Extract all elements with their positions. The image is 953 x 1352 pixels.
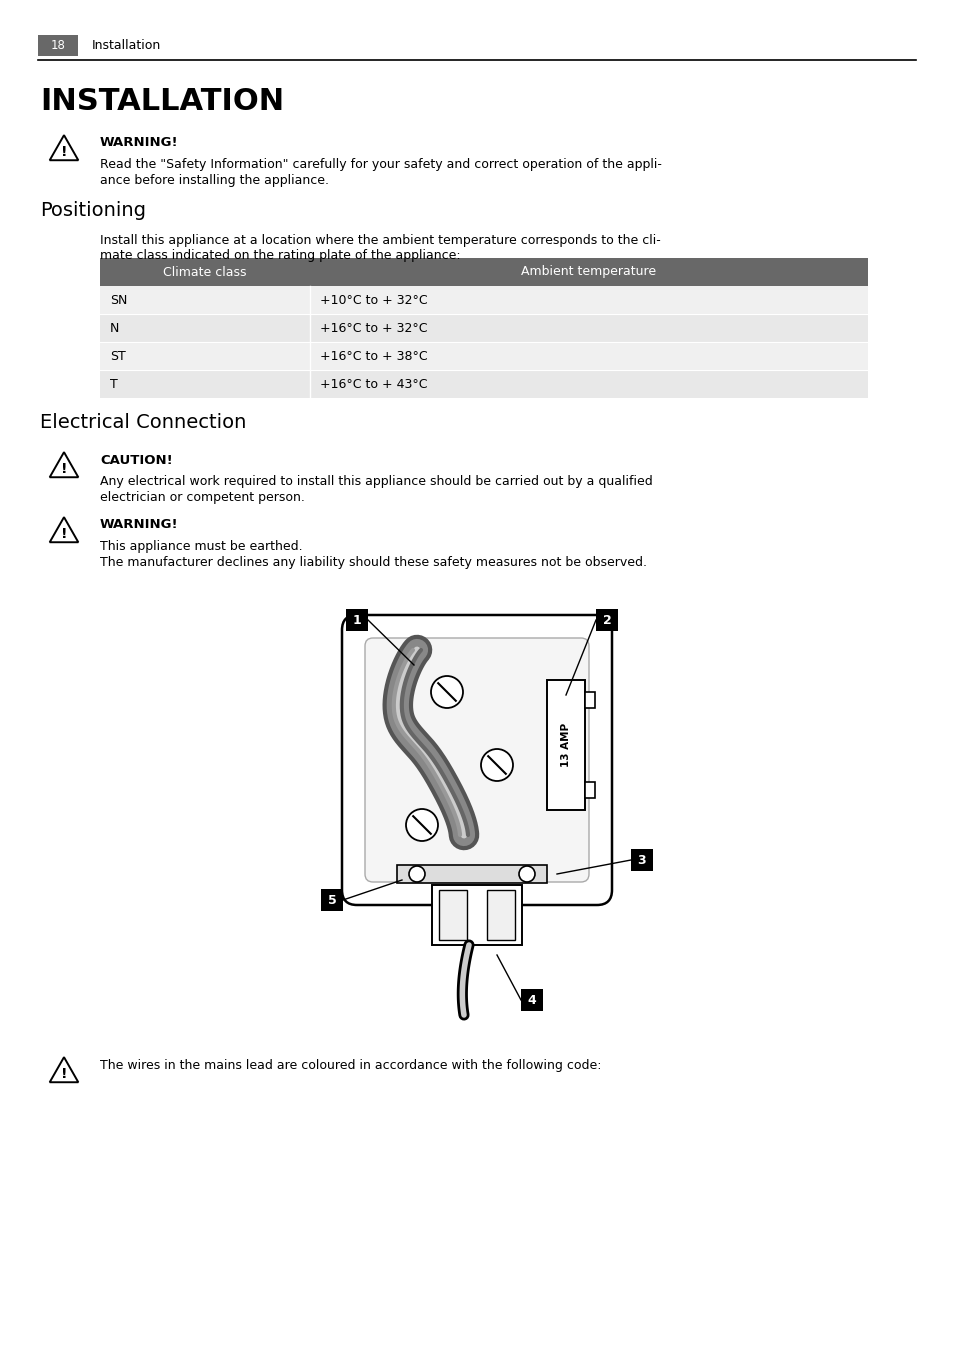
- Text: Ambient temperature: Ambient temperature: [521, 265, 656, 279]
- Text: Electrical Connection: Electrical Connection: [40, 414, 246, 433]
- FancyBboxPatch shape: [546, 680, 584, 810]
- FancyBboxPatch shape: [630, 849, 652, 871]
- Circle shape: [406, 808, 437, 841]
- Circle shape: [480, 749, 513, 781]
- Text: N: N: [110, 322, 119, 334]
- Text: +16°C to + 32°C: +16°C to + 32°C: [319, 322, 427, 334]
- FancyBboxPatch shape: [520, 990, 542, 1011]
- Text: !: !: [61, 145, 67, 160]
- FancyBboxPatch shape: [100, 342, 310, 370]
- FancyBboxPatch shape: [310, 370, 867, 397]
- Text: !: !: [61, 1067, 67, 1082]
- Text: Any electrical work required to install this appliance should be carried out by : Any electrical work required to install …: [100, 475, 652, 488]
- FancyBboxPatch shape: [100, 287, 310, 314]
- Text: !: !: [61, 462, 67, 476]
- Text: mate class indicated on the rating plate of the appliance:: mate class indicated on the rating plate…: [100, 249, 460, 262]
- FancyBboxPatch shape: [486, 890, 515, 940]
- Text: 2: 2: [602, 614, 611, 626]
- Text: 3: 3: [637, 853, 645, 867]
- Text: +16°C to + 38°C: +16°C to + 38°C: [319, 350, 427, 362]
- Text: Install this appliance at a location where the ambient temperature corresponds t: Install this appliance at a location whe…: [100, 234, 660, 247]
- FancyBboxPatch shape: [365, 638, 588, 882]
- FancyBboxPatch shape: [596, 608, 618, 631]
- FancyBboxPatch shape: [584, 692, 595, 708]
- FancyBboxPatch shape: [100, 314, 310, 342]
- FancyBboxPatch shape: [38, 35, 78, 55]
- FancyBboxPatch shape: [320, 890, 343, 911]
- FancyBboxPatch shape: [346, 608, 368, 631]
- Text: +10°C to + 32°C: +10°C to + 32°C: [319, 293, 427, 307]
- Text: T: T: [110, 377, 117, 391]
- FancyBboxPatch shape: [100, 370, 310, 397]
- Text: !: !: [61, 527, 67, 541]
- Circle shape: [409, 867, 424, 882]
- Text: Climate class: Climate class: [163, 265, 247, 279]
- Text: +16°C to + 43°C: +16°C to + 43°C: [319, 377, 427, 391]
- Text: Read the "Safety Information" carefully for your safety and correct operation of: Read the "Safety Information" carefully …: [100, 158, 661, 170]
- Circle shape: [431, 676, 462, 708]
- Text: The manufacturer declines any liability should these safety measures not be obse: The manufacturer declines any liability …: [100, 556, 646, 569]
- FancyBboxPatch shape: [310, 314, 867, 342]
- FancyBboxPatch shape: [432, 886, 521, 945]
- FancyBboxPatch shape: [310, 342, 867, 370]
- Text: 1: 1: [353, 614, 361, 626]
- Text: WARNING!: WARNING!: [100, 519, 178, 531]
- Text: SN: SN: [110, 293, 128, 307]
- Text: Positioning: Positioning: [40, 201, 146, 220]
- FancyBboxPatch shape: [584, 781, 595, 798]
- Text: 13 AMP: 13 AMP: [560, 723, 571, 767]
- Text: The wires in the mains lead are coloured in accordance with the following code:: The wires in the mains lead are coloured…: [100, 1059, 601, 1072]
- Text: INSTALLATION: INSTALLATION: [40, 88, 284, 116]
- Text: ST: ST: [110, 350, 126, 362]
- FancyBboxPatch shape: [100, 258, 867, 287]
- Text: 5: 5: [327, 894, 336, 906]
- Text: Installation: Installation: [91, 39, 161, 51]
- Text: CAUTION!: CAUTION!: [100, 453, 172, 466]
- FancyBboxPatch shape: [396, 865, 546, 883]
- Text: ance before installing the appliance.: ance before installing the appliance.: [100, 174, 329, 187]
- FancyBboxPatch shape: [310, 287, 867, 314]
- Text: 4: 4: [527, 994, 536, 1006]
- Text: electrician or competent person.: electrician or competent person.: [100, 491, 305, 504]
- Text: 18: 18: [51, 39, 66, 51]
- FancyBboxPatch shape: [341, 615, 612, 904]
- FancyBboxPatch shape: [438, 890, 467, 940]
- Circle shape: [518, 867, 535, 882]
- Text: This appliance must be earthed.: This appliance must be earthed.: [100, 539, 302, 553]
- Text: WARNING!: WARNING!: [100, 137, 178, 150]
